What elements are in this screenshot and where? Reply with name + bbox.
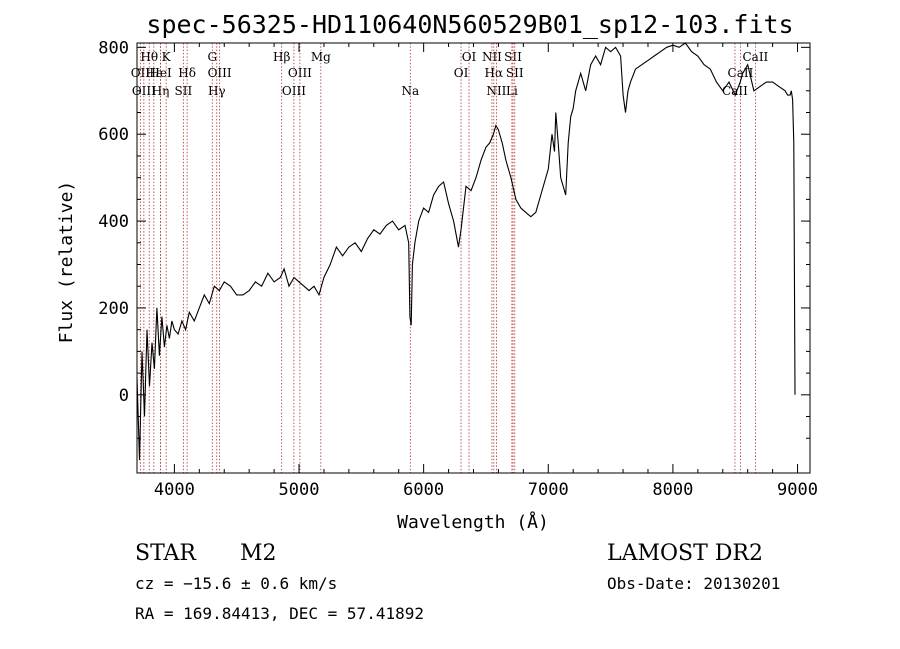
line-label-26: CaII (728, 66, 754, 80)
line-label-23: NII (486, 84, 506, 98)
x-tick-label-5: 9000 (777, 480, 818, 500)
line-label-14: OIII (282, 84, 306, 98)
x-tick-label-3: 7000 (528, 480, 569, 500)
observation-date: Obs-Date: 20130201 (607, 574, 780, 593)
redshift-readout: cz = −15.6 ± 0.6 km/s (135, 574, 337, 593)
coordinates-readout: RA = 169.84413, DEC = 57.41892 (135, 604, 424, 623)
line-label-1: OII (131, 66, 151, 80)
line-label-16: Na (401, 84, 419, 98)
x-tick-label-1: 5000 (279, 480, 320, 500)
y-tick-label-3: 600 (98, 125, 129, 145)
y-tick-label-2: 400 (98, 212, 129, 232)
y-tick-label-0: 0 (119, 386, 129, 406)
line-label-7: Hδ (178, 66, 196, 80)
line-label-18: OI (454, 66, 469, 80)
x-tick-label-0: 4000 (154, 480, 195, 500)
line-label-11: Hγ (208, 84, 226, 98)
line-label-4: Hε (145, 66, 162, 80)
line-label-2: OIII (132, 84, 156, 98)
plot-frame (136, 42, 811, 474)
axis-ticks: 4000 5000 6000 7000 8000 9000 0 200 400 600 800 (98, 38, 818, 500)
line-label-25: CaII (742, 50, 768, 64)
spectrum-series (136, 42, 796, 461)
line-label-21: Hα (485, 66, 504, 80)
x-axis-label: Wavelength (Å) (397, 511, 549, 533)
line-label-8: SII (175, 84, 193, 98)
line-label-15: Mg (311, 50, 331, 64)
line-label-9: G (207, 50, 217, 64)
line-label-24: Li (506, 84, 518, 98)
line-label-20: SII (504, 50, 522, 64)
line-label-10: OIII (208, 66, 232, 80)
survey-name: LAMOST DR2 (607, 541, 763, 566)
line-label-22: SII (506, 66, 524, 80)
spectrum-line (136, 42, 796, 461)
line-label-6: HeI (149, 66, 172, 80)
chart-title: spec-56325-HD110640N560529B01_sp12-103.f… (146, 10, 793, 39)
x-tick-label-2: 6000 (403, 480, 444, 500)
spectral-subclass: M2 (240, 541, 277, 566)
y-tick-label-4: 800 (98, 38, 129, 58)
object-type: STAR (135, 541, 197, 566)
spectral-line-markers: Hθ OII OIII KHε Hη HeI Hδ SII G OIII Hγ Hβ OIII OIII M… (131, 43, 769, 473)
line-label-0: Hθ (140, 50, 158, 64)
line-label-3: K (162, 50, 172, 64)
line-label-12: Hβ (273, 50, 290, 64)
line-label-19: NII (482, 50, 502, 64)
y-axis-label: Flux (relative) (56, 181, 77, 344)
y-tick-label-1: 200 (98, 299, 129, 319)
line-label-13: OIII (288, 66, 312, 80)
x-tick-label-4: 8000 (652, 480, 693, 500)
line-label-5: Hη (152, 84, 170, 98)
line-label-17: OI (462, 50, 477, 64)
line-label-27: CaII (722, 84, 748, 98)
